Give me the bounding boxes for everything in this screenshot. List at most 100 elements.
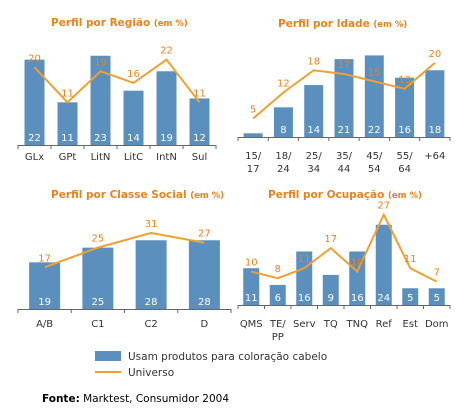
line-value-label: 31 — [145, 219, 158, 230]
line-value-label: 19 — [94, 57, 107, 68]
bar — [273, 107, 293, 137]
bar-value-label: 24 — [377, 293, 390, 304]
source-label: Fonte: — [42, 393, 80, 405]
universe-line — [44, 231, 205, 269]
line-value-label: 16 — [127, 69, 140, 80]
bar — [24, 59, 45, 145]
panel-title-text: Perfil por Idade — [278, 18, 373, 30]
universe-line — [33, 58, 201, 104]
bar-value-label: 1 — [250, 125, 256, 136]
bar — [123, 90, 144, 145]
bar-value-label: 11 — [245, 293, 258, 304]
bar-value-label: 16 — [351, 293, 364, 304]
x-tick-label: C1 — [91, 319, 104, 330]
panel-title-unit: (em %) — [154, 19, 188, 29]
bar-value-label: 23 — [94, 133, 107, 144]
bar — [322, 274, 339, 305]
x-tick-label: 55/64 — [397, 151, 414, 175]
bar — [243, 133, 263, 137]
bar — [428, 288, 445, 305]
panel-title-text: Perfil por Classe Social — [51, 189, 190, 201]
bar — [90, 55, 111, 146]
x-tick-label: Est — [403, 319, 419, 330]
bar-value-label: 16 — [398, 125, 411, 136]
line-value-label: 17 — [38, 253, 51, 264]
bar-value-label: 28 — [198, 297, 211, 308]
bar-value-label: 16 — [298, 293, 311, 304]
panel-1: Perfil por Região (em %) 22 11 23 14 19 12 GLx G… — [17, 17, 217, 163]
x-tick-label: D — [201, 319, 209, 330]
panel-title-text: Perfil por Região — [51, 17, 154, 29]
line-value-label: 27 — [377, 201, 390, 212]
bar — [156, 71, 177, 145]
source-text: Marktest, Consumidor 2004 — [83, 393, 229, 405]
line-value-label: 8 — [275, 264, 281, 275]
bar-value-label: 28 — [145, 297, 158, 308]
bar-value-label: 22 — [368, 125, 381, 136]
x-tick-label: C2 — [144, 319, 157, 330]
bar-value-label: 5 — [407, 293, 413, 304]
bar — [188, 240, 220, 309]
x-tick-label: TE/PP — [269, 319, 286, 343]
bar-value-label: 22 — [28, 133, 41, 144]
bar — [395, 77, 415, 137]
x-tick-label: 18/24 — [275, 151, 292, 175]
line-value-label: 20 — [428, 49, 441, 60]
line-value-label: 10 — [351, 258, 364, 269]
line-value-label: 27 — [198, 229, 211, 240]
bar — [243, 268, 260, 305]
x-tick-label: 35/44 — [336, 151, 353, 175]
panel-title-unit: (em %) — [373, 20, 407, 30]
line-value-label: 12 — [277, 79, 290, 90]
legend-bar-swatch — [95, 351, 121, 361]
bar-value-label: 14 — [127, 133, 140, 144]
line-value-label: 5 — [250, 104, 256, 115]
panel-2: Perfil por Idade (em %)1 8 14 21 22 16 1815/17… — [237, 18, 451, 175]
line-value-label: 7 — [434, 268, 440, 279]
bar — [82, 247, 114, 309]
bar-value-label: 19 — [160, 133, 173, 144]
x-tick-label: 45/54 — [366, 151, 383, 175]
panel-title: Perfil por Idade (em %) — [278, 18, 407, 30]
line-value-label: 20 — [28, 53, 41, 64]
x-tick-label: Serv — [293, 319, 316, 330]
bar — [57, 102, 78, 145]
bar-value-label: 11 — [61, 133, 74, 144]
legend-line-label: Universo — [128, 367, 174, 379]
line-value-label: 17 — [324, 234, 337, 245]
bar — [334, 59, 354, 137]
line-value-label: 18 — [307, 56, 320, 67]
x-tick-label: LitN — [91, 152, 111, 163]
x-tick-label: 25/34 — [306, 151, 323, 175]
panel-3: Perfil por Classe Social (em %) 19 25 28 28 A… — [17, 189, 232, 330]
x-tick-label: 15/17 — [245, 151, 262, 175]
bar — [29, 262, 61, 309]
x-tick-label: +64 — [424, 151, 445, 162]
bar-value-label: 8 — [280, 125, 286, 136]
legend-bar-label: Usam produtos para coloração cabelo — [128, 351, 327, 363]
universe-line — [252, 62, 436, 120]
x-tick-label: GLx — [25, 152, 44, 163]
x-tick-label: Ref — [376, 319, 393, 330]
x-tick-label: TNQ — [346, 319, 369, 330]
bar-value-label: 21 — [338, 125, 351, 136]
line-value-label: 11 — [404, 254, 417, 265]
x-tick-label: QMS — [240, 319, 263, 330]
panel-title: Perfil por Ocupação (em %) — [268, 189, 422, 201]
x-tick-label: LitC — [124, 152, 143, 163]
bar — [425, 70, 445, 137]
panel-title: Perfil por Região (em %) — [51, 17, 188, 29]
x-tick-label: Sul — [192, 152, 207, 163]
line-value-label: 11 — [61, 88, 74, 99]
bar — [402, 288, 419, 305]
bar — [375, 224, 392, 305]
x-tick-label: TQ — [323, 319, 338, 330]
source-note: Fonte: Marktest, Consumidor 2004 — [42, 393, 229, 405]
line-value-label: 11 — [298, 254, 311, 265]
bar-value-label: 25 — [92, 297, 105, 308]
bar — [189, 98, 210, 145]
panel-title-unit: (em %) — [190, 191, 224, 201]
bar — [364, 55, 384, 137]
